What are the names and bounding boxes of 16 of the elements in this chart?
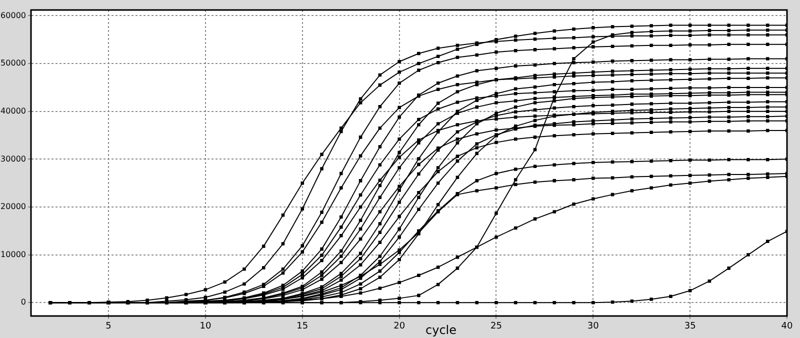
- y-tick-label: 30000: [0, 154, 26, 164]
- x-tick-label: 5: [106, 322, 112, 332]
- x-tick-label: 10: [200, 322, 212, 332]
- y-tick-label: 10000: [0, 250, 26, 259]
- x-tick-label: 25: [490, 322, 502, 332]
- x-tick-label: 35: [684, 322, 696, 332]
- y-tick-label: 20000: [0, 202, 26, 212]
- y-tick-label: 0: [20, 298, 26, 307]
- x-tick-label: 30: [587, 322, 600, 332]
- y-tick-label: 50000: [0, 58, 26, 68]
- x-tick-label: 15: [296, 322, 308, 332]
- y-tick-label: 60000: [0, 10, 26, 20]
- x-tick-label: 20: [394, 322, 406, 332]
- y-tick-label: 40000: [0, 106, 26, 116]
- x-tick-label: 40: [781, 322, 793, 332]
- x-axis-title: cycle: [425, 323, 457, 338]
